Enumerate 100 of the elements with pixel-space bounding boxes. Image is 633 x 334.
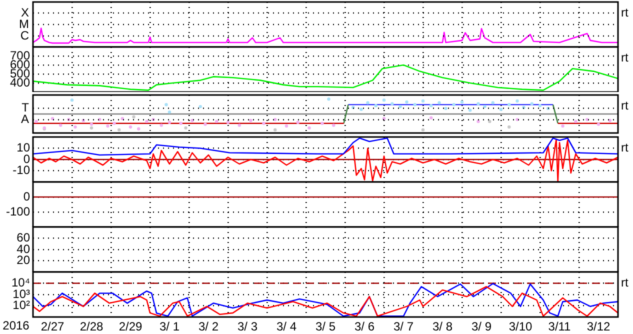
point [168,120,172,124]
y-tick-label: 20 [16,253,30,268]
point [508,125,511,129]
x-axis-title: 2016 [2,318,30,332]
point [137,127,140,130]
point [460,100,464,104]
point [374,104,378,108]
point [444,106,448,110]
point [274,118,277,122]
point [198,104,202,108]
x-tick-label: 3/ 3 [237,320,258,334]
text: rt [621,5,629,20]
text: C [20,28,30,42]
x-tick-label: 3/ 1 [159,320,180,334]
point [476,102,480,106]
text: rt [621,98,629,112]
point [476,120,480,124]
x-tick-label: 3/ 4 [276,320,297,334]
y-tick-label: 10² [12,298,30,312]
point [74,125,77,129]
x-tick-label: 3/ 6 [354,320,375,334]
point [249,118,252,122]
point [608,118,612,122]
x-tick-label: 2/29 [118,320,142,334]
point [190,118,194,122]
point [274,128,277,132]
point [34,120,38,124]
point [90,126,94,130]
point [390,102,394,106]
point [398,104,402,108]
point [128,125,132,129]
point [538,104,542,108]
y-tick-label: 0 [23,189,30,204]
point [106,124,110,128]
point [184,126,188,130]
point [452,103,456,106]
point [586,118,589,122]
x-tick-label: 3/ 7 [393,320,414,334]
y-tick-label: -10 [12,163,30,178]
point [430,116,433,120]
point [327,98,330,101]
point [179,122,182,125]
x-tick-label: 3/11 [548,320,572,334]
point [468,108,472,112]
x-tick-label: 3/ 8 [432,320,453,334]
point [366,101,370,104]
y-tick-label: -100 [6,204,30,218]
point [120,116,124,120]
point [508,103,511,106]
point [164,103,168,106]
point [118,128,121,132]
point [215,120,218,124]
point [438,101,441,104]
point [160,124,163,127]
point [491,101,494,104]
point [596,122,600,126]
point [360,108,363,112]
point [70,98,74,102]
text: rt [621,275,629,290]
point [430,104,433,108]
point [308,126,311,130]
point [421,99,425,103]
point [320,122,324,125]
point [168,110,172,114]
point [145,120,148,124]
x-tick-label: 3/12 [586,320,610,334]
point [226,120,230,124]
point [238,124,241,127]
point [530,102,534,106]
point [488,120,492,124]
point [262,122,266,125]
point [296,120,300,124]
point [382,98,386,102]
point [332,124,336,127]
text: rt [621,140,629,154]
point [413,103,416,106]
text: X [20,5,29,20]
point [574,120,578,124]
text: A [20,112,29,126]
point [516,99,519,103]
point [204,122,207,126]
text: rt [621,50,629,64]
point [405,100,408,104]
point [483,104,486,108]
x-tick-label: 3/ 5 [315,320,336,334]
point [499,108,503,112]
point [50,116,54,120]
x-tick-label: 2/28 [80,320,104,334]
text: M [19,16,29,31]
point [132,115,136,118]
text: T [22,100,30,115]
x-tick-label: 3/ 2 [198,320,219,334]
point [112,122,116,125]
point [421,128,425,132]
x-tick-label: 3/ 9 [471,320,492,334]
x-tick-label: 3/10 [508,320,532,334]
point [284,124,288,128]
point [90,122,94,126]
point [561,124,564,128]
point [516,118,519,122]
